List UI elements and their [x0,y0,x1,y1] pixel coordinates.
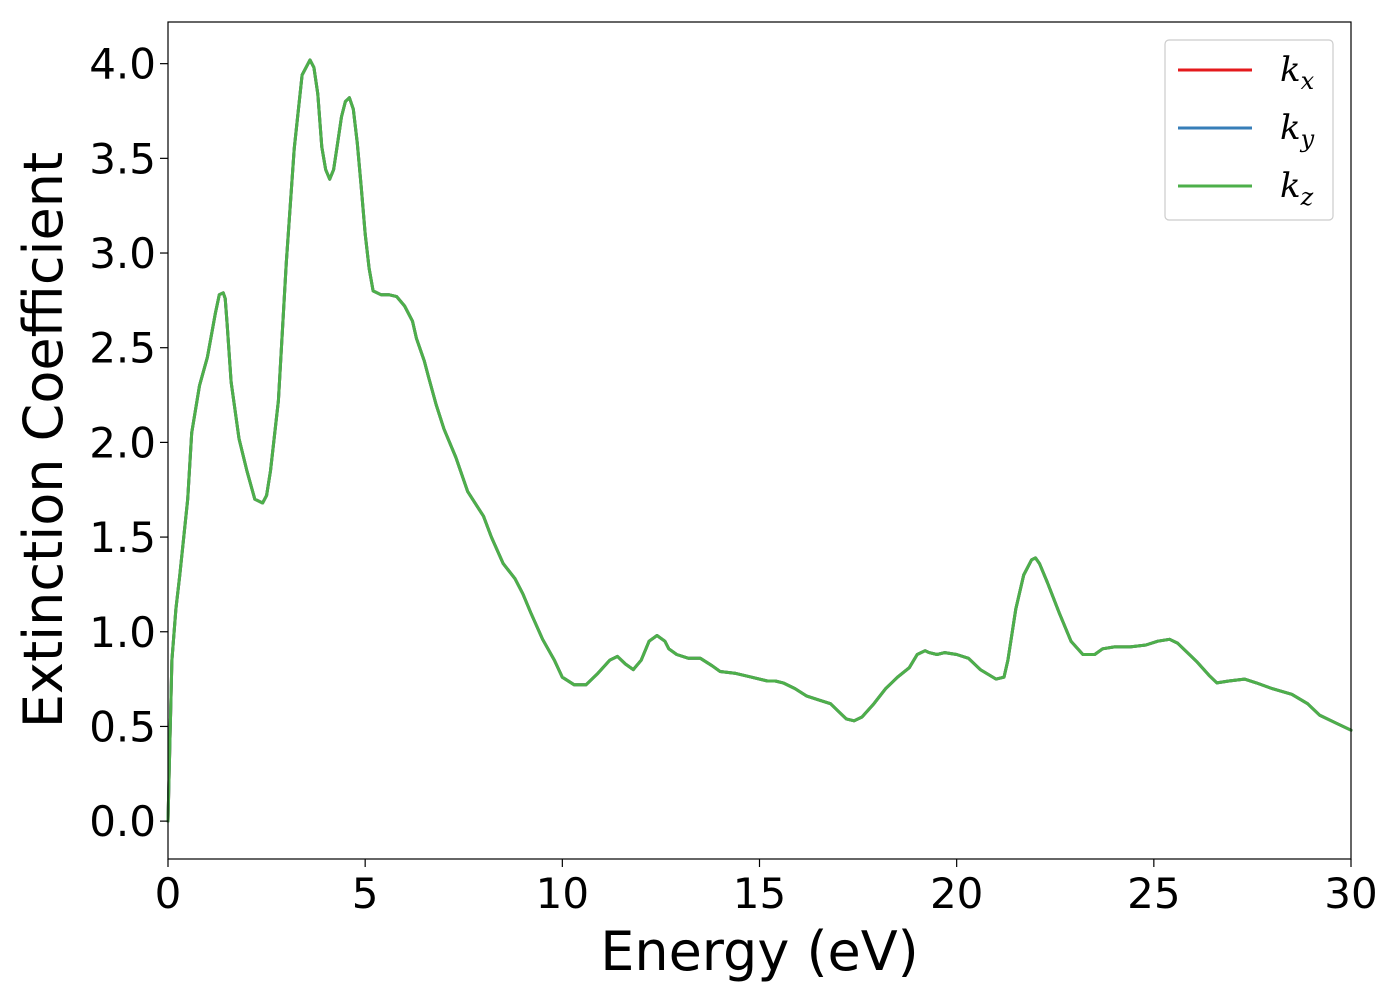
legend-label-ky: ky [1280,108,1315,153]
y-tick-label: 2.0 [89,418,156,467]
y-tick-label: 0.5 [89,702,156,751]
x-tick-label: 25 [1127,869,1180,918]
legend: kx ky kz [1164,39,1334,221]
legend-label-kz: kz [1280,166,1314,211]
y-tick-label: 3.0 [89,229,156,278]
x-tick-label: 15 [733,869,786,918]
y-tick-label: 2.5 [89,324,156,373]
legend-label-kx: kx [1280,50,1315,95]
x-tick-label: 0 [155,869,182,918]
series-layer [166,58,1353,823]
x-axis-label: Energy (eV) [600,920,919,983]
y-tick-label: 4.0 [89,40,156,89]
x-axis-ticks: 0 5 10 15 20 25 30 [155,859,1378,918]
y-axis-ticks: 0.0 0.5 1.0 1.5 2.0 2.5 3.0 3.5 4.0 [89,40,168,846]
y-tick-label: 1.0 [89,608,156,657]
y-tick-label: 0.0 [89,797,156,846]
x-tick-label: 20 [930,869,983,918]
y-tick-label: 1.5 [89,513,156,562]
legend-items: kx ky kz [1178,50,1315,211]
legend-box [1164,39,1334,221]
y-tick-label: 3.5 [89,134,156,183]
x-tick-label: 5 [352,869,379,918]
x-tick-label: 30 [1324,869,1377,918]
x-tick-label: 10 [536,869,589,918]
series-line-kz [166,58,1353,823]
y-axis-label: Extinction Coefficient [12,152,75,728]
